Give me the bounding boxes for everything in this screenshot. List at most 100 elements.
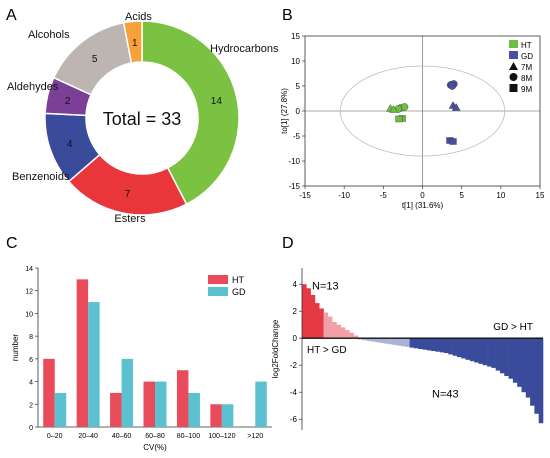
fold-bar-down-22 [452,338,458,356]
legend-label-7m: 7M [521,63,532,72]
fold-bar-up-11 [349,332,354,339]
panel-c-bar-chart: 0 2 4 6 8 10 12 14 0–20 20–40 40–60 60–80 80–100 100–… [11,266,272,452]
fold-bar-down-21 [448,338,453,355]
y-tick-label: 10 [25,311,33,318]
fold-bar-down-37 [517,338,522,387]
y-tick-label: 4 [293,280,298,289]
fold-bar-down-36 [512,338,518,383]
fold-bar-down-27 [474,338,479,363]
bar-ht-1 [76,279,89,427]
fold-bar-down-15 [422,338,428,350]
fold-bar-down-4 [375,338,380,343]
panel-label-a: A [6,7,17,24]
fold-bar-down-6 [383,338,389,344]
legend-label-ht: HT [521,41,532,50]
x-tick-label: -10 [338,191,350,200]
fold-bar-up-9 [340,327,346,339]
slice-value-benzenoids: 4 [67,139,73,150]
y-tick-label: 2 [29,402,33,409]
bar-ht-0 [43,358,55,427]
fold-bar-down-23 [456,338,462,358]
y-tick-label: -6 [290,415,298,424]
bar-gd-1 [88,302,100,427]
fold-bar-down-16 [426,338,432,351]
fold-bar-down-30 [487,338,492,367]
annotation-n-down: N=43 [432,389,459,401]
y-axis-title: to[1] (27.8%) [280,88,289,134]
y-axis-title: log2FoldChange [271,319,280,378]
fold-bar-down-13 [413,338,419,349]
fold-bar-down-33 [499,338,505,374]
donut-center-total: Total = 33 [103,109,182,129]
legend-marker-7m [509,62,518,70]
y-tick-label: 4 [29,380,33,387]
legend-label-8m: 8M [521,74,532,83]
fold-bar-down-24 [461,338,466,359]
slice-label-hydrocarbons: Hydrocarbons [210,43,279,55]
y-tick-label: 10 [291,57,300,66]
fold-bar-up-6 [327,316,333,339]
slice-value-esters: 7 [125,189,131,200]
fold-bar-down-31 [491,338,496,368]
slice-value-alcohols: 5 [92,54,98,65]
fold-bar-down-40 [530,338,535,406]
fold-bar-down-41 [534,338,539,414]
bar-gd-5 [221,404,234,427]
y-tick-label: -15 [288,182,300,191]
fold-bar-down-26 [469,338,475,362]
scatter-point [449,138,457,145]
x-tick-label: 15 [536,191,545,200]
x-tick-label: 40–60 [112,433,132,440]
slice-value-acids: 1 [132,38,138,49]
fold-bar-up-3 [314,303,320,339]
annotation-gd-gt-ht: GD > HT [493,322,533,333]
fold-bar-down-34 [504,338,509,376]
y-tick-label: 12 [25,289,33,296]
panel-label-d: D [282,235,294,252]
confidence-ellipse [339,65,506,157]
donut-slice-hydrocarbons [141,20,240,206]
x-tick-label: 20–40 [78,433,98,440]
y-tick-label: -2 [290,361,298,370]
annotation-n-up: N=13 [312,281,339,293]
y-tick-label: -10 [288,157,300,166]
legend-marker-9m [509,84,518,92]
legend-swatch-gd [509,51,518,59]
y-tick-label: -5 [293,132,301,141]
y-tick-label: 2 [293,307,298,316]
y-tick-label: 15 [291,32,300,41]
x-tick-label: >120 [247,433,263,440]
fold-bar-down-35 [508,338,514,379]
x-tick-label: 80–100 [177,433,200,440]
panel-b-scatter-plot: -15 -10 -5 0 5 10 15 15 10 5 0 -5 -10 -15 t[1] (31.6%)… [280,32,545,210]
scatter-point [451,103,461,111]
panel-d-fold-change-chart: 4 2 0 -2 -4 -6 log2FoldChange N=13 HT > GD GD > H… [271,268,544,430]
bar-gd-6 [255,381,267,427]
y-tick-label: -4 [290,388,298,397]
slice-label-benzenoids: Benzenoids [12,171,70,183]
slice-label-acids: Acids [125,11,152,23]
panel-label-b: B [282,7,293,24]
legend-label-9m: 9M [521,85,532,94]
bar-gd-0 [54,392,67,427]
panel-a-donut-chart: 14 Hydrocarbons 7 Esters 4 Benzenoids 2 Aldehyd… [7,11,279,225]
fold-bar-down-29 [482,338,488,366]
slice-label-aldehydes: Aldehydes [7,81,59,93]
fold-bar-up-0 [302,284,307,339]
fold-bar-down-1 [362,338,367,341]
scatter-point [448,82,457,90]
x-tick-label: -5 [380,191,388,200]
fold-bar-up-1 [306,288,311,339]
x-tick-label: -15 [299,191,311,200]
y-tick-label: 0 [296,107,301,116]
bar-ht-5 [210,404,222,427]
fold-bar-down-9 [396,338,402,346]
y-tick-label: 8 [29,334,33,341]
slice-value-aldehydes: 2 [65,96,71,107]
scatter-point [389,105,398,113]
fold-bar-down-11 [405,338,410,347]
fold-bar-up-8 [336,324,342,339]
fold-bar-up-7 [332,322,337,339]
fold-bar-down-7 [388,338,393,345]
